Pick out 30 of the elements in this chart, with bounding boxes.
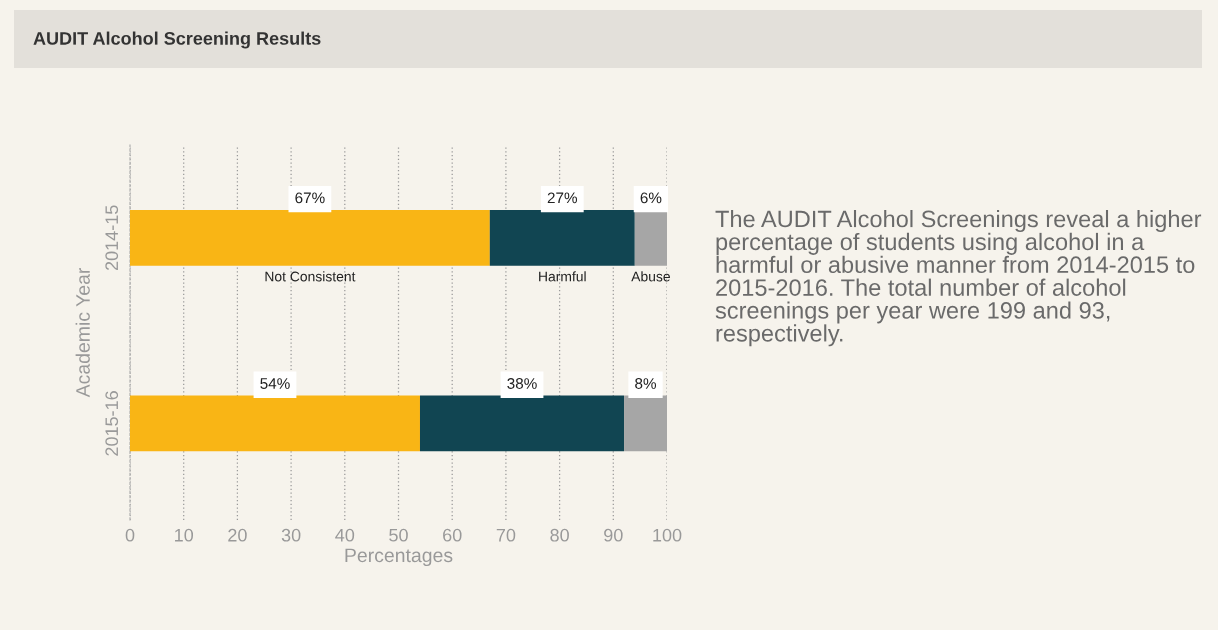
series-label: Not Consistent xyxy=(265,271,356,282)
y-tick-label: 2015-16 xyxy=(105,391,119,456)
data-label: 6% xyxy=(640,192,662,204)
x-tick-label: 80 xyxy=(550,528,569,542)
x-tick-label: 70 xyxy=(496,528,516,542)
x-tick-label: 20 xyxy=(228,528,247,542)
series-label: Harmful xyxy=(539,271,586,282)
x-tick-label: 10 xyxy=(175,528,194,542)
bar xyxy=(130,395,420,452)
data-label: 27% xyxy=(547,192,578,204)
x-tick-label: 100 xyxy=(653,528,682,542)
data-label: 38% xyxy=(507,378,537,389)
text: The AUDIT Alcohol Screenings reveal a higher percentage of students using alcohol in a harmful or abusive manner from 2014-2015 to 2015-2016. The total number of alcohol screenings per year were 199 and 93, respectively. xyxy=(715,210,1202,347)
bar xyxy=(130,209,490,266)
data-label: 54% xyxy=(260,378,290,389)
x-axis-title: Percentages xyxy=(345,548,453,567)
bar xyxy=(489,209,635,266)
x-tick-label: 0 xyxy=(125,528,135,542)
bar xyxy=(419,395,625,452)
x-tick-label: 30 xyxy=(281,528,301,542)
y-tick-label: 2014-15 xyxy=(105,205,119,271)
x-tick-label: 50 xyxy=(389,528,408,542)
x-tick-label: 60 xyxy=(443,528,462,542)
chart-title: AUDIT Alcohol Screening Results xyxy=(33,31,321,49)
data-label: 8% xyxy=(635,378,657,389)
y-axis-title: Academic Year xyxy=(75,267,90,398)
data-label: 67% xyxy=(295,192,325,204)
x-tick-label: 90 xyxy=(604,528,623,542)
x-tick-label: 40 xyxy=(335,528,355,542)
series-label: Abuse xyxy=(631,271,670,282)
